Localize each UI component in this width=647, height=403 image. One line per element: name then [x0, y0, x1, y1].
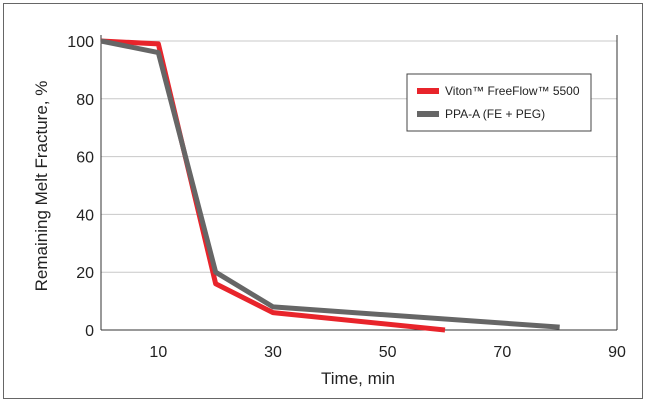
x-tick-label: 50 — [379, 344, 397, 361]
y-axis-title: Remaining Melt Fracture, % — [32, 81, 51, 292]
legend-swatch-viton — [417, 88, 439, 94]
legend-box — [406, 73, 592, 132]
y-tick-label: 60 — [76, 150, 94, 167]
y-tick-label: 20 — [76, 265, 94, 282]
y-tick-label: 40 — [76, 207, 94, 224]
legend-label-ppa: PPA-A (FE + PEG) — [445, 107, 545, 121]
chart-frame — [3, 3, 643, 399]
x-tick-label: 70 — [493, 344, 511, 361]
legend: Viton™ FreeFlow™ 5500 PPA-A (FE + PEG) — [406, 73, 592, 132]
x-tick-label: 30 — [264, 344, 282, 361]
y-tick-label: 80 — [76, 92, 94, 109]
legend-label-viton: Viton™ FreeFlow™ 5500 — [445, 84, 580, 98]
x-axis-title: Time, min — [321, 369, 395, 388]
y-tick-label: 0 — [85, 323, 94, 340]
series-line-1 — [100, 38, 560, 330]
axes — [100, 35, 618, 331]
series-line-0 — [100, 38, 446, 333]
legend-swatch-ppa — [417, 111, 439, 117]
data-series — [100, 38, 560, 333]
x-tick-label: 90 — [608, 344, 626, 361]
x-tick-labels: 10 30 50 70 90 — [149, 344, 626, 361]
y-tick-label: 100 — [67, 34, 94, 51]
x-tick-label: 10 — [149, 344, 167, 361]
y-tick-labels: 0 20 40 60 80 100 — [67, 34, 94, 340]
